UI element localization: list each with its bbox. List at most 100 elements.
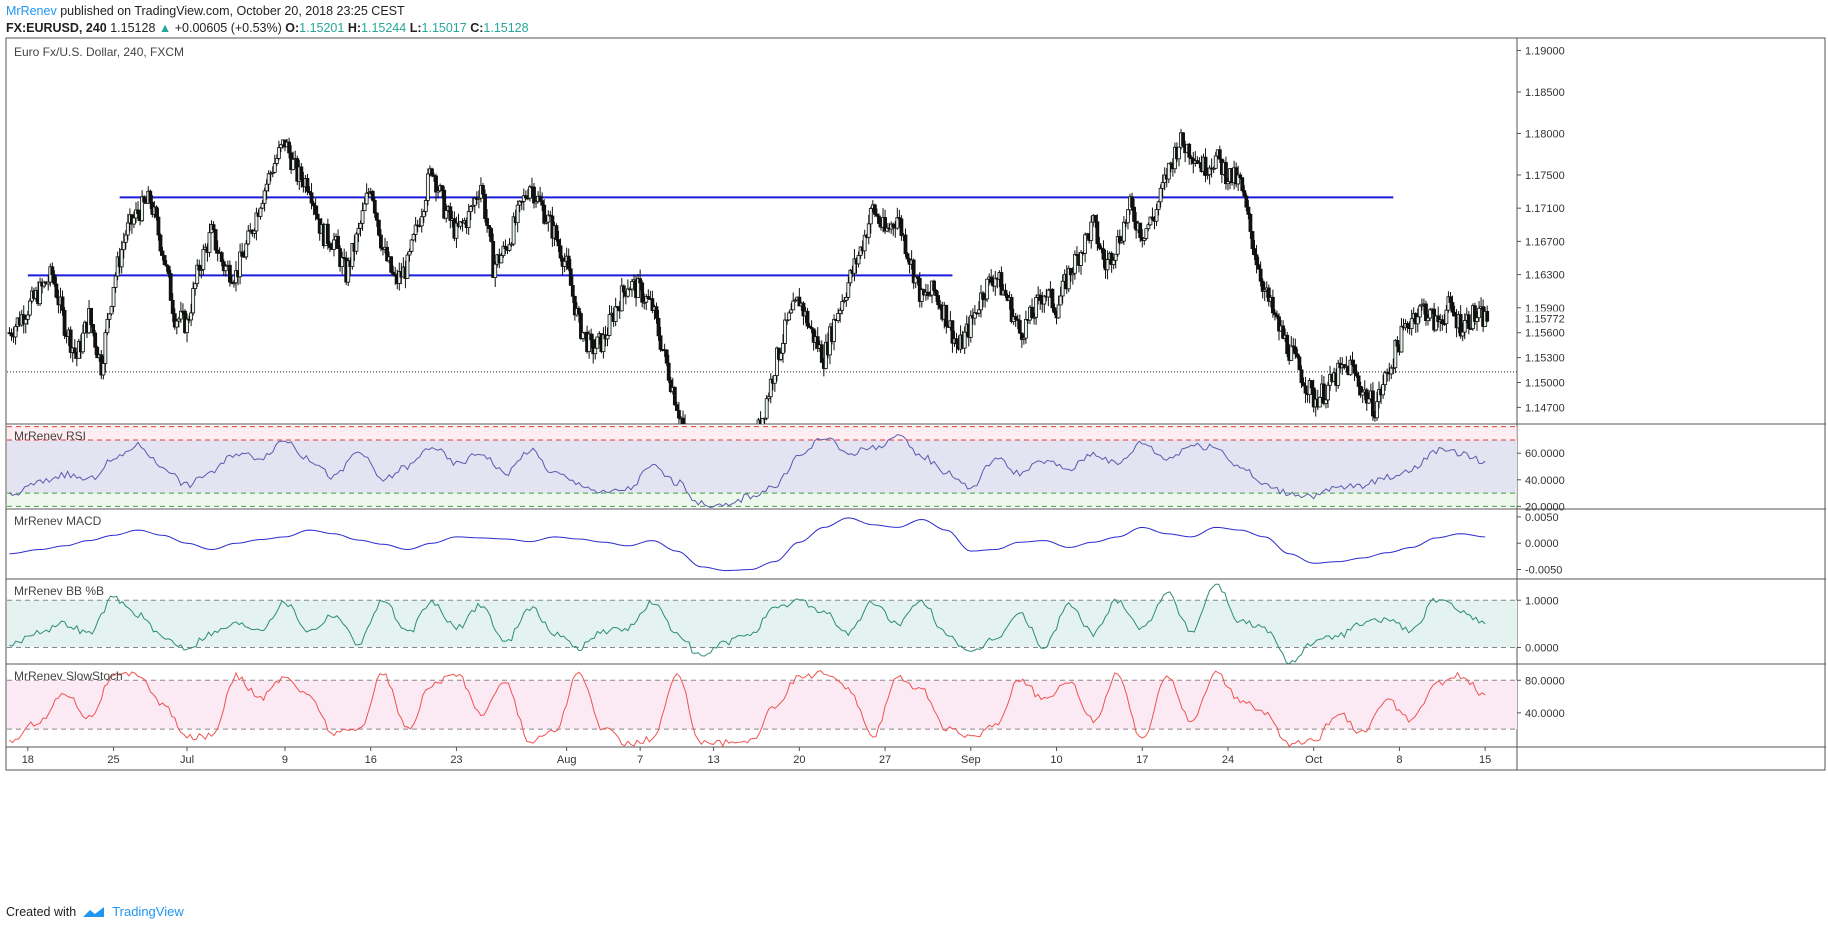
candle-up: [107, 313, 112, 320]
candle-down: [674, 404, 679, 411]
candle-down: [1303, 385, 1308, 394]
candle-up: [1336, 362, 1341, 386]
candle-down: [1473, 305, 1477, 322]
candle-down: [1138, 222, 1143, 238]
candle-down: [589, 333, 594, 341]
candle-up: [972, 312, 977, 319]
candle-up: [189, 312, 194, 321]
candle-down: [1291, 345, 1296, 348]
time-tick-label: 18: [22, 754, 34, 766]
candle-down: [523, 195, 528, 199]
candle-down: [911, 259, 916, 284]
symbol-label[interactable]: FX:EURUSD, 240: [6, 21, 107, 35]
candle-up: [785, 319, 790, 322]
candle-down: [311, 202, 316, 207]
candle-down: [52, 274, 57, 285]
candle-up: [425, 173, 430, 201]
candle-up: [913, 276, 918, 284]
candle-down: [1189, 156, 1194, 160]
candle-up: [472, 197, 477, 206]
candle-down: [1030, 306, 1034, 319]
indicator-band: [7, 600, 1517, 648]
candle-down: [1013, 316, 1018, 320]
candle-down: [1242, 190, 1247, 197]
candle-down: [954, 338, 959, 345]
candle-up: [358, 222, 363, 229]
candle-down: [936, 295, 941, 306]
candle-down: [891, 223, 896, 228]
candle-up: [789, 309, 794, 314]
candle-down: [215, 249, 220, 254]
candle-down: [172, 313, 177, 328]
tradingview-link[interactable]: TradingView: [112, 904, 184, 919]
candle-down: [54, 283, 59, 298]
candle-up: [607, 314, 612, 336]
candle-up: [501, 245, 506, 256]
candle-down: [1356, 375, 1361, 387]
candle-up: [340, 257, 345, 267]
candle-up: [362, 203, 367, 212]
candle-up: [1426, 317, 1430, 322]
candle-down: [1297, 356, 1302, 371]
candle-up: [1111, 259, 1116, 265]
candle-up: [468, 206, 473, 213]
candle-up: [111, 287, 116, 307]
candle-up: [1079, 252, 1083, 266]
price-tick-label: 1.16300: [1525, 270, 1565, 282]
candle-up: [46, 281, 51, 285]
candle-up: [81, 332, 85, 353]
candle-down: [1405, 323, 1410, 328]
candle-down: [374, 212, 379, 221]
candle-up: [132, 217, 136, 225]
candle-up: [101, 363, 106, 376]
time-tick-label: 8: [1396, 754, 1402, 766]
time-tick-label: 23: [450, 754, 462, 766]
candle-down: [336, 236, 340, 249]
candle-down: [389, 256, 394, 273]
candle-down: [170, 299, 175, 315]
candle-down: [440, 185, 445, 191]
candle-down: [158, 234, 163, 252]
indicator-pane: [7, 670, 1517, 747]
candle-down: [1295, 353, 1300, 358]
candle-up: [1462, 320, 1467, 333]
candle-down: [538, 195, 543, 202]
candle-down: [554, 225, 559, 240]
candle-up: [423, 200, 428, 212]
candle-down: [926, 291, 930, 296]
candle-up: [493, 263, 498, 278]
candle-down: [1485, 310, 1490, 322]
candle-down: [1038, 294, 1043, 301]
candle-up: [528, 186, 532, 199]
candle-down: [60, 296, 65, 311]
candle-up: [140, 196, 145, 222]
candle-down: [568, 268, 573, 286]
candle-down: [211, 224, 216, 230]
candle-down: [136, 209, 140, 215]
candle-up: [544, 221, 549, 224]
candle-up: [866, 223, 871, 238]
candle-up: [201, 249, 206, 270]
candle-up: [1156, 201, 1161, 210]
candle-down: [393, 273, 398, 277]
candle-up: [1046, 289, 1051, 298]
candle-up: [1375, 401, 1379, 419]
candle-down: [1364, 389, 1369, 404]
candle-up: [176, 318, 181, 322]
candle-down: [227, 264, 232, 283]
candle-up: [993, 277, 998, 287]
candle-up: [1317, 396, 1322, 408]
author-link[interactable]: MrRenev: [6, 4, 57, 18]
candle-up: [844, 296, 849, 301]
candle-down: [309, 192, 314, 204]
candle-down: [656, 317, 661, 337]
candle-down: [1358, 386, 1363, 396]
candle-up: [1409, 318, 1414, 330]
candle-up: [885, 227, 890, 232]
candle-up: [356, 227, 361, 235]
candle-up: [1381, 384, 1386, 396]
candle-down: [1350, 359, 1355, 366]
candle-down: [219, 252, 224, 263]
candle-up: [470, 204, 475, 207]
